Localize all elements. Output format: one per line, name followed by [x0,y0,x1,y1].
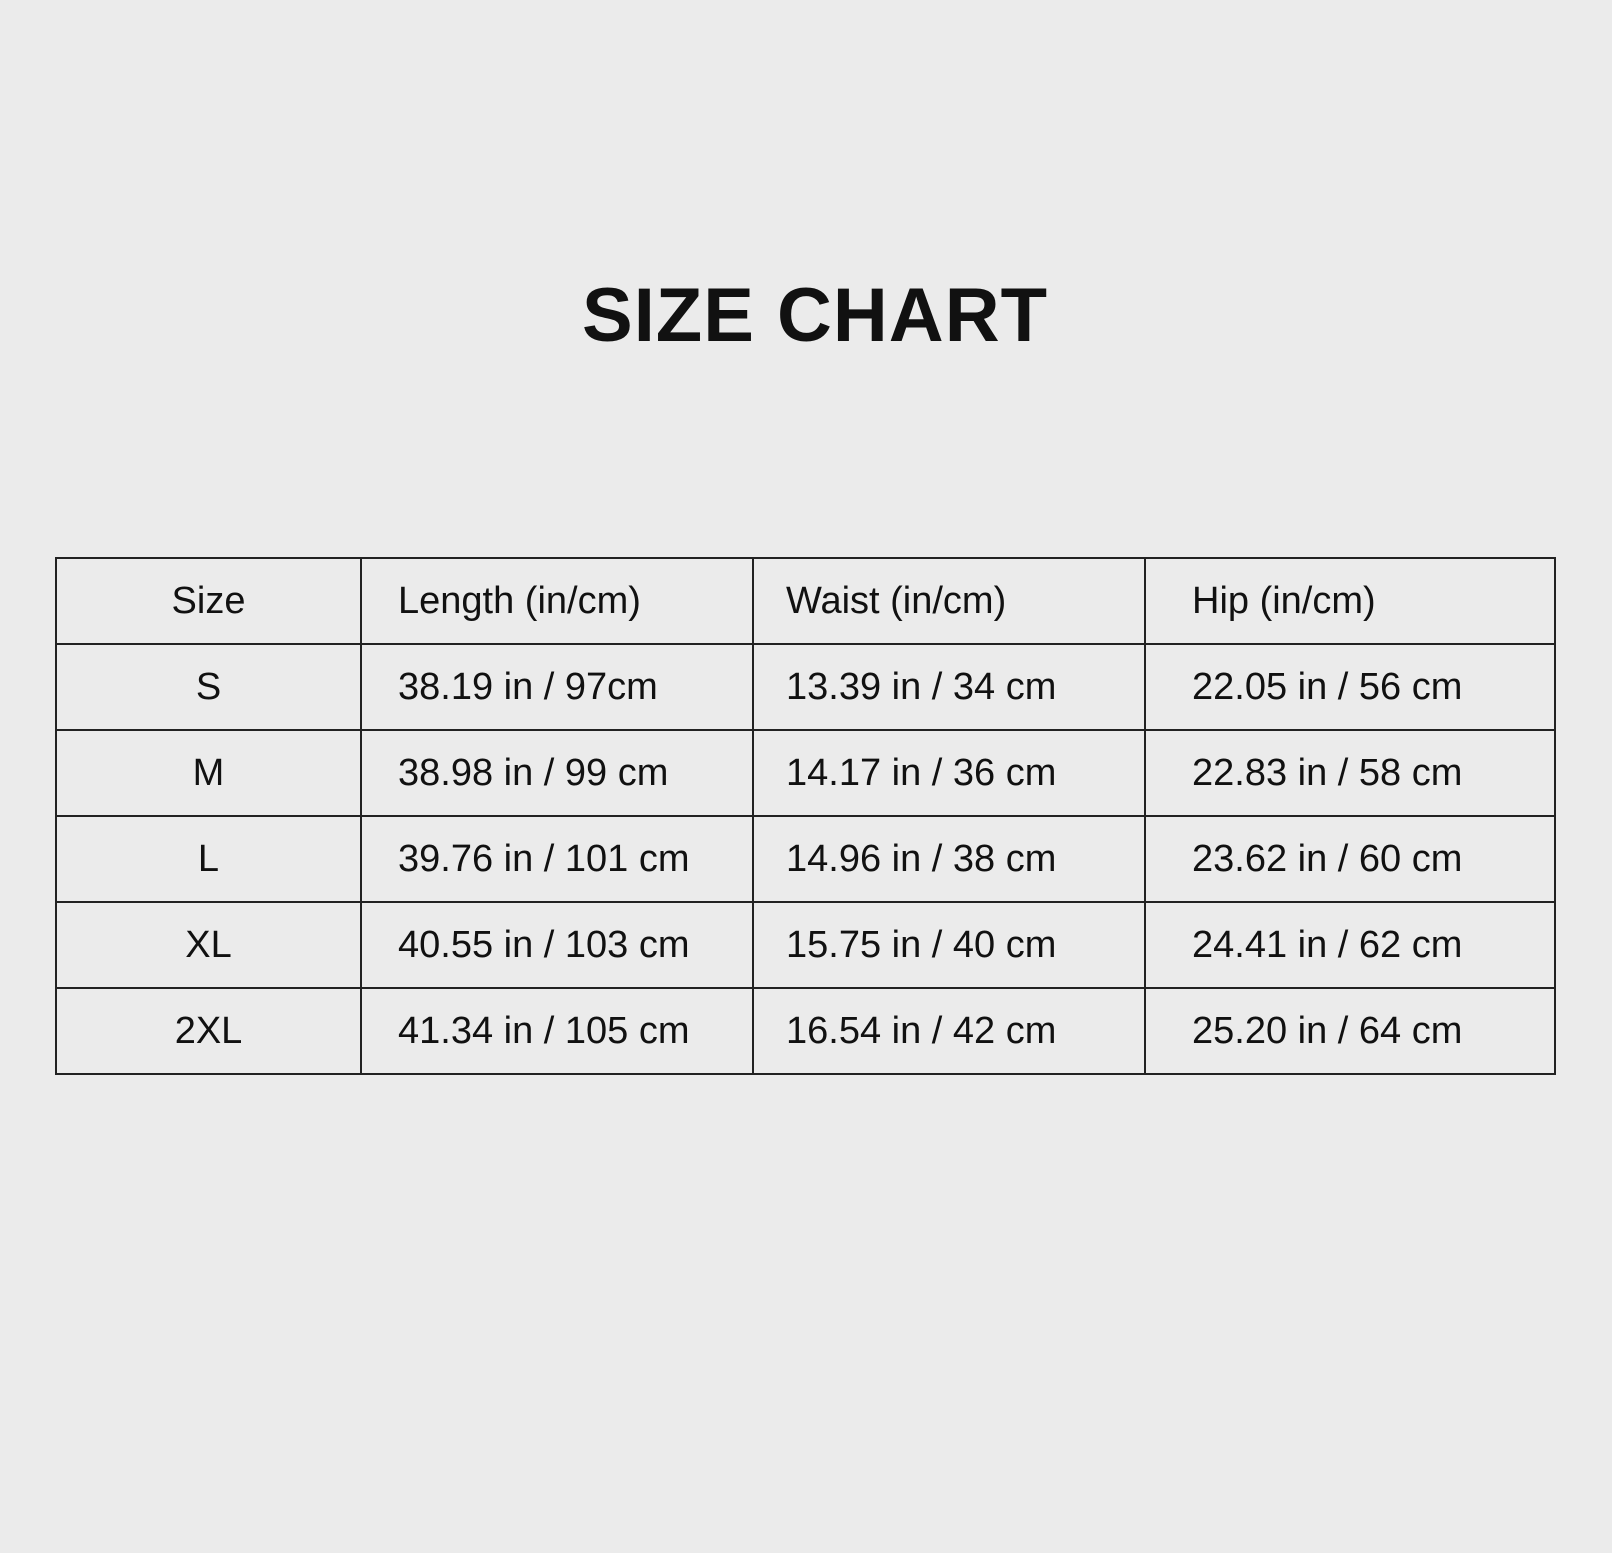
table-header-row: Size Length (in/cm) Waist (in/cm) Hip (i… [55,557,1556,645]
cell-length: 40.55 in / 103 cm [360,901,754,989]
cell-waist: 14.96 in / 38 cm [752,815,1146,903]
cell-hip: 22.83 in / 58 cm [1144,729,1556,817]
cell-size: M [55,729,362,817]
cell-hip: 25.20 in / 64 cm [1144,987,1556,1075]
cell-waist: 13.39 in / 34 cm [752,643,1146,731]
table-row: XL 40.55 in / 103 cm 15.75 in / 40 cm 24.41… [55,901,1556,989]
cell-length: 39.76 in / 101 cm [360,815,754,903]
table-row: M 38.98 in / 99 cm 14.17 in / 36 cm 22.83 i… [55,729,1556,817]
header-length: Length (in/cm) [360,557,754,645]
cell-waist: 14.17 in / 36 cm [752,729,1146,817]
cell-waist: 16.54 in / 42 cm [752,987,1146,1075]
header-hip: Hip (in/cm) [1144,557,1556,645]
cell-size: S [55,643,362,731]
table-row: L 39.76 in / 101 cm 14.96 in / 38 cm 23.62 … [55,815,1556,903]
table-row: 2XL 41.34 in / 105 cm 16.54 in / 42 cm 25.2… [55,987,1556,1075]
header-waist: Waist (in/cm) [752,557,1146,645]
cell-length: 38.98 in / 99 cm [360,729,754,817]
cell-length: 41.34 in / 105 cm [360,987,754,1075]
table-row: S 38.19 in / 97cm 13.39 in / 34 cm 22.05 in… [55,643,1556,731]
cell-hip: 23.62 in / 60 cm [1144,815,1556,903]
cell-size: L [55,815,362,903]
cell-hip: 22.05 in / 56 cm [1144,643,1556,731]
size-chart-table: Size Length (in/cm) Waist (in/cm) Hip (i… [55,557,1556,1075]
cell-size: XL [55,901,362,989]
cell-size: 2XL [55,987,362,1075]
header-size: Size [55,557,362,645]
cell-hip: 24.41 in / 62 cm [1144,901,1556,989]
cell-waist: 15.75 in / 40 cm [752,901,1146,989]
page-title: SIZE CHART [582,273,1048,358]
cell-length: 38.19 in / 97cm [360,643,754,731]
